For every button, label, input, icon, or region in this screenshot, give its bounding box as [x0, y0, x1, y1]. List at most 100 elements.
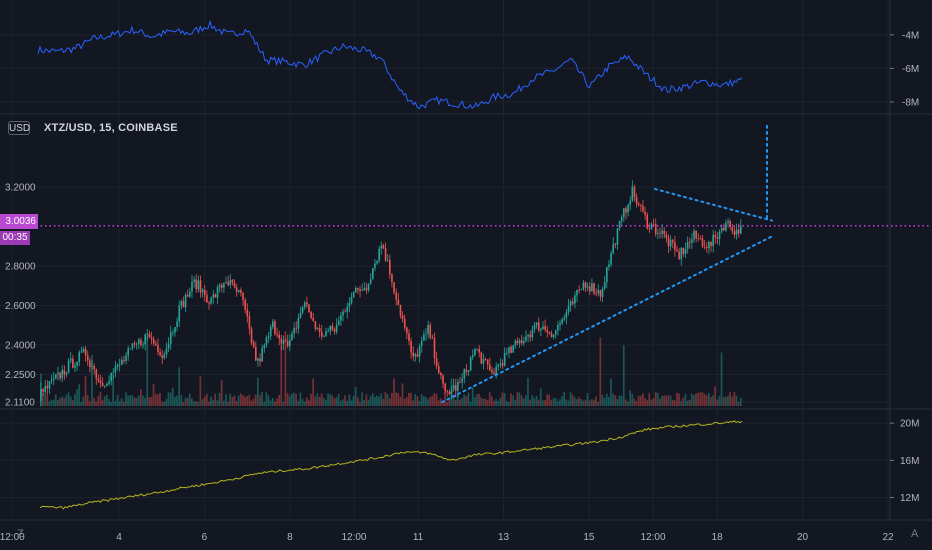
candle-body — [159, 352, 161, 356]
candle — [286, 334, 289, 349]
candle-body — [133, 343, 136, 345]
candle — [91, 359, 93, 370]
candle-body — [148, 333, 151, 338]
volume-bar — [739, 397, 742, 406]
candle-body — [433, 338, 436, 359]
zoom-reset-button[interactable]: Z — [17, 528, 24, 540]
candle — [335, 318, 338, 335]
candle-body — [397, 299, 400, 305]
volume-bar — [454, 400, 457, 406]
candle — [614, 243, 617, 249]
volume-bar — [529, 400, 531, 406]
volume-bar — [546, 394, 548, 406]
candlesticks — [40, 180, 742, 407]
candle — [620, 214, 623, 226]
candle-body — [93, 366, 95, 370]
volume-bar — [731, 396, 734, 406]
volume-bar — [271, 397, 274, 406]
candle — [612, 236, 615, 255]
candle-body — [674, 242, 676, 250]
volume-bar — [131, 395, 134, 406]
candle-body — [72, 358, 74, 368]
candle — [93, 363, 95, 375]
candle — [389, 254, 391, 279]
candle-body — [544, 326, 546, 330]
candle-body — [227, 282, 229, 286]
candle-body — [152, 339, 155, 344]
time-tick-label: 12:00 — [341, 532, 366, 543]
volume-bar — [588, 400, 591, 406]
volume-bar — [367, 400, 370, 406]
candle-body — [365, 288, 368, 291]
candle-body — [354, 288, 357, 293]
candle-body — [280, 338, 283, 344]
volume-bar — [644, 398, 646, 406]
price-tick-label: 3.2000 — [5, 183, 36, 194]
volume-bar — [639, 396, 642, 406]
candle-body — [512, 345, 515, 353]
time-tick-label: 13 — [498, 532, 510, 543]
volume-bar — [452, 394, 455, 406]
candle — [625, 206, 627, 220]
candle-body — [442, 375, 444, 384]
volume-bar — [469, 401, 472, 406]
volume-bar — [82, 396, 85, 406]
currency-badge[interactable]: USD — [8, 121, 31, 135]
candle — [144, 332, 147, 351]
candle-body — [520, 340, 523, 344]
volume-bar — [97, 395, 100, 406]
candle — [129, 348, 132, 350]
candle-body — [525, 336, 527, 341]
candle-body — [306, 302, 308, 305]
candle-body — [510, 346, 512, 353]
candle — [686, 236, 689, 254]
candle-body — [46, 385, 49, 389]
symbol-title[interactable]: XTZ/USD, 15, COINBASE — [44, 122, 178, 134]
candle — [512, 344, 515, 353]
volume-bar — [522, 398, 525, 406]
candle-body — [693, 230, 695, 240]
candle — [650, 222, 653, 230]
candle-body — [138, 339, 140, 344]
candle — [103, 385, 106, 389]
candle — [97, 374, 100, 384]
volume-bar — [456, 394, 459, 406]
volume-bar — [665, 395, 668, 406]
candle-body — [250, 328, 253, 343]
volume-bar — [361, 392, 363, 406]
candle-body — [44, 385, 47, 392]
volume-bar — [157, 394, 159, 406]
volume-bar — [439, 398, 442, 406]
candle-body — [482, 359, 485, 364]
auto-scale-button[interactable]: A — [911, 528, 919, 540]
candle-body — [248, 316, 251, 329]
volume-bar — [395, 392, 397, 406]
candle-body — [361, 290, 363, 291]
candle — [72, 354, 74, 369]
candle — [535, 322, 538, 329]
candle-body — [255, 346, 257, 361]
volume-bar — [148, 397, 151, 406]
volume-bar — [625, 399, 627, 406]
cumulative-volume-tick-label: 12M — [900, 493, 919, 504]
volume-bar — [295, 393, 297, 406]
candle — [320, 325, 323, 340]
volume-bar — [225, 394, 227, 406]
candle-body — [340, 315, 342, 321]
last-price-badge: 3.0036 — [0, 214, 38, 229]
candle — [454, 378, 457, 398]
candle — [574, 291, 576, 309]
candle-body — [40, 389, 42, 401]
candle-body — [523, 340, 525, 344]
candle — [289, 334, 291, 352]
candle-body — [620, 216, 623, 222]
volume-bar — [642, 393, 644, 406]
candle-body — [688, 242, 691, 243]
volume-bar — [88, 401, 91, 406]
candle-body — [165, 348, 168, 355]
candle — [369, 273, 372, 285]
volume-bar — [701, 392, 704, 406]
candle-body — [201, 289, 204, 293]
